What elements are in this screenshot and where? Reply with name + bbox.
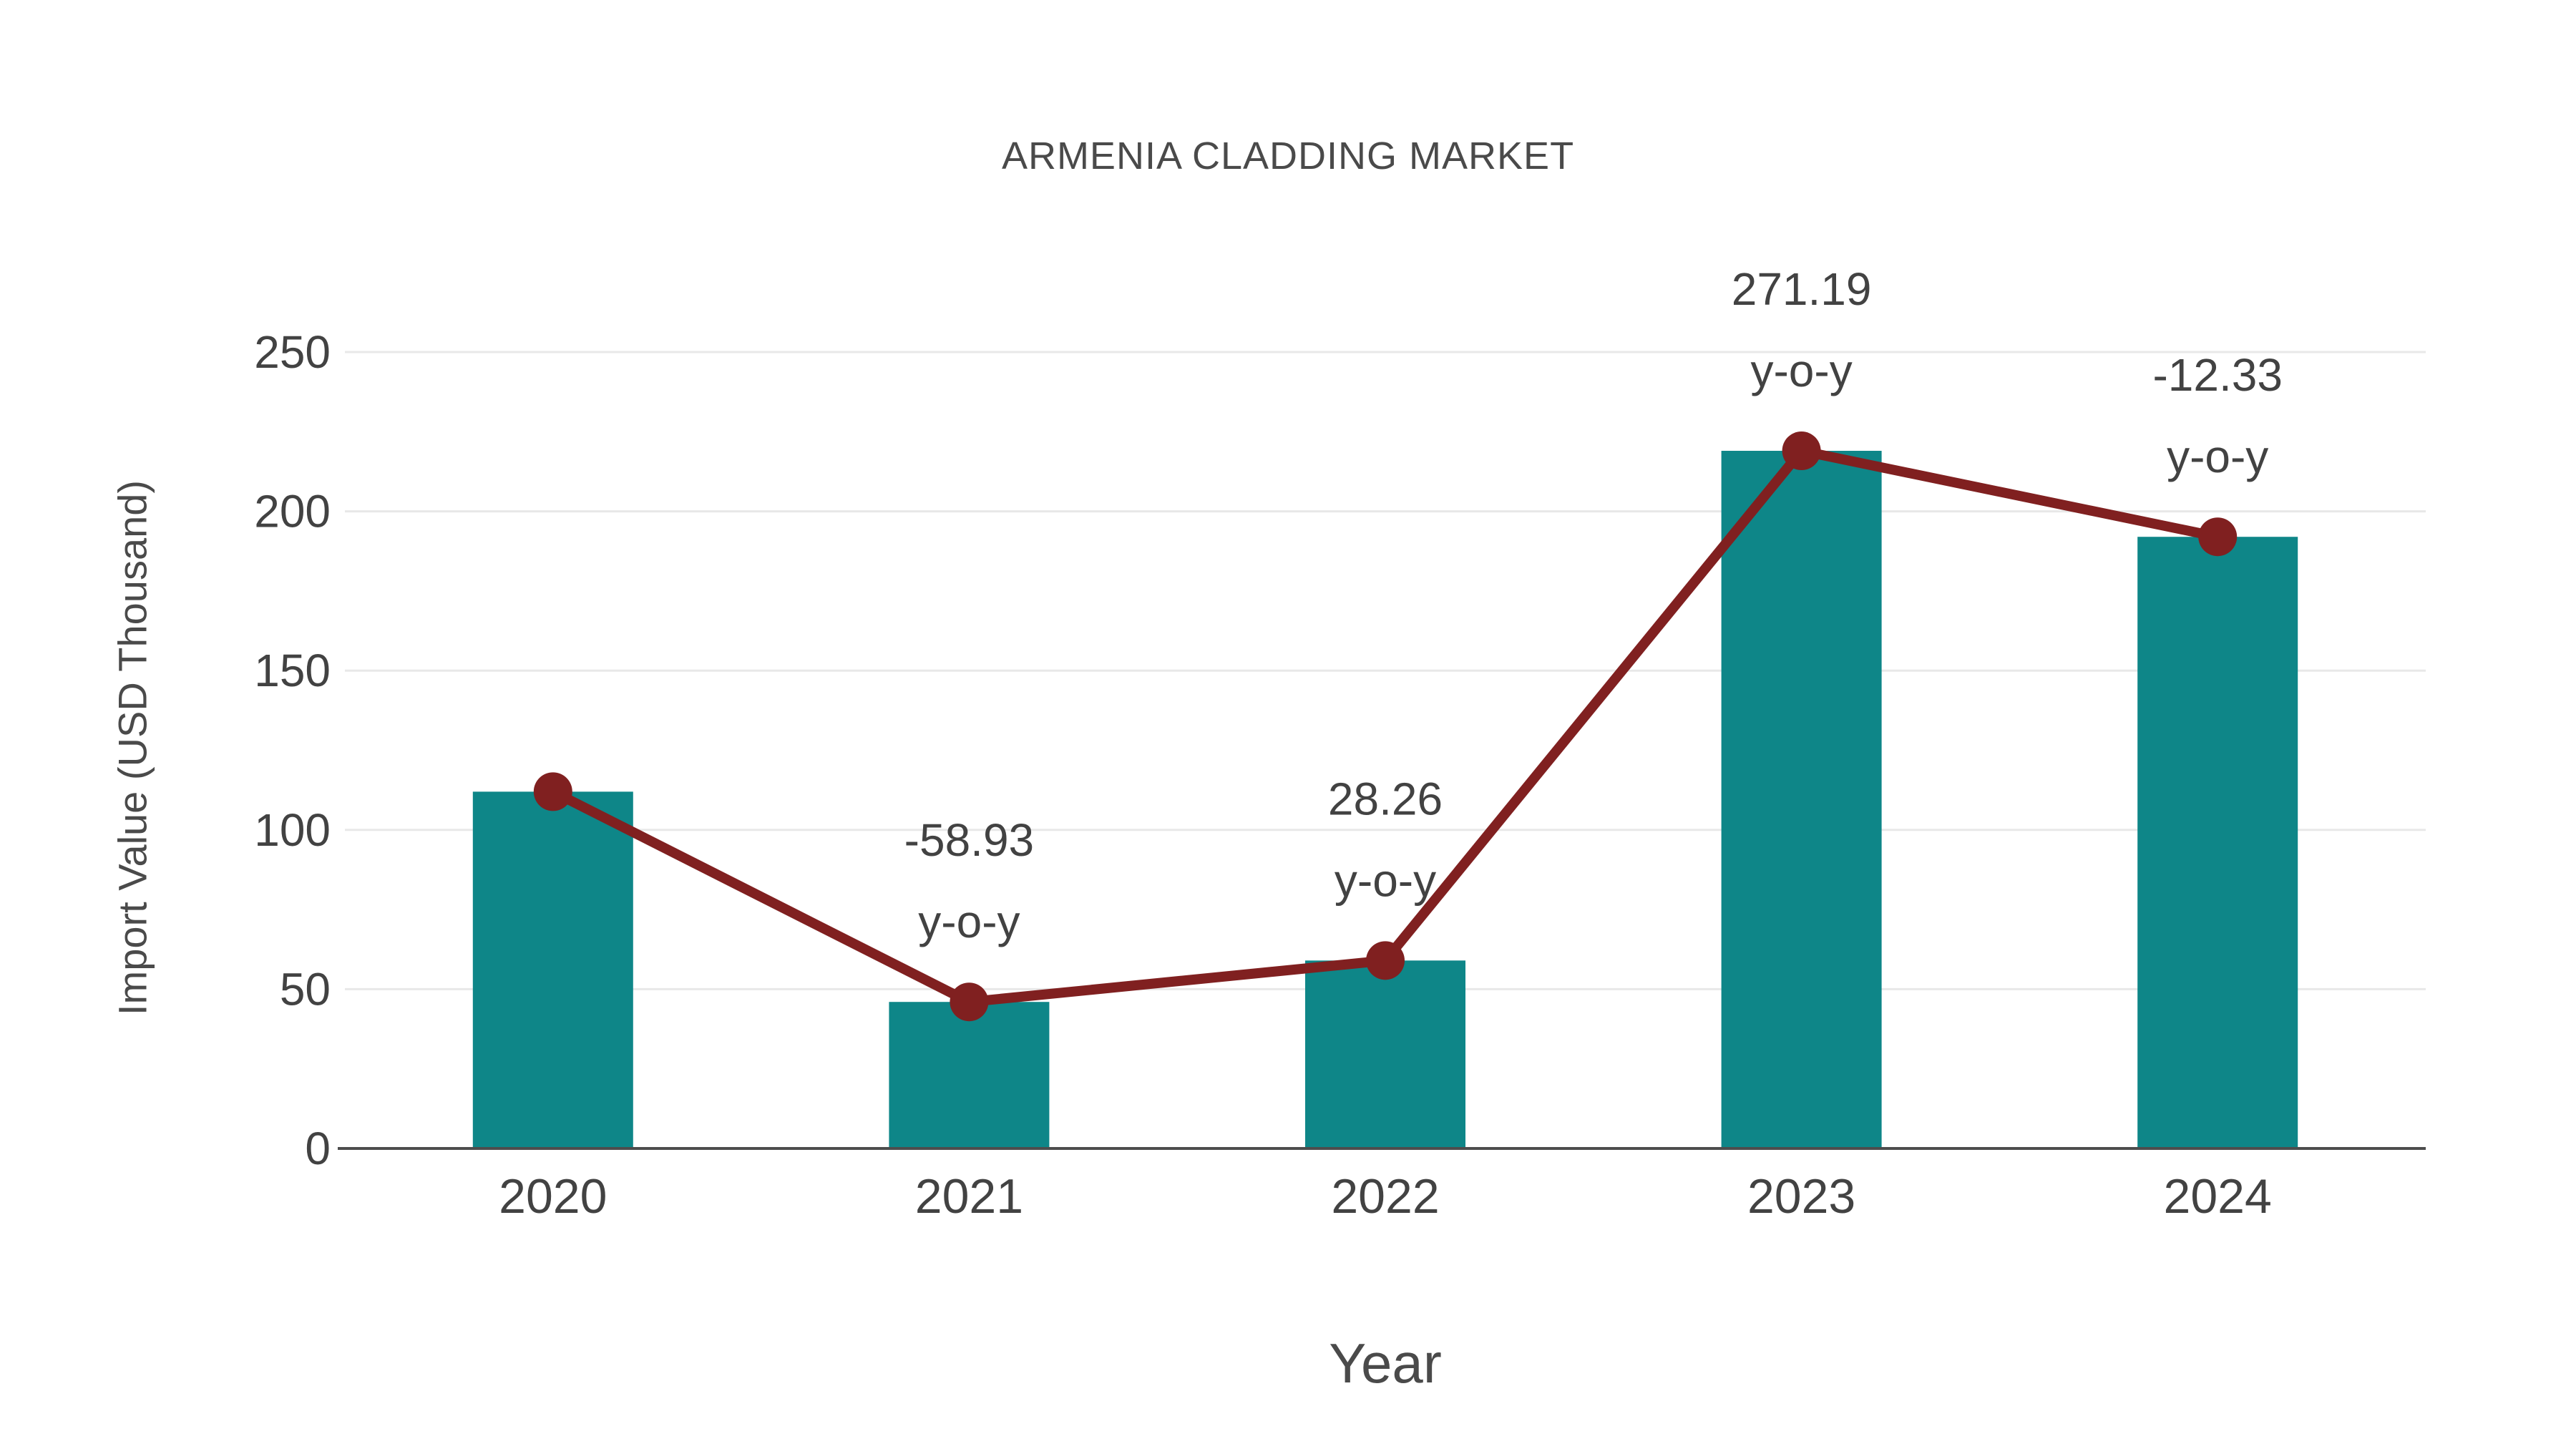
x-axis-title: Year: [1329, 1332, 1442, 1395]
trend-marker-2022: [1366, 941, 1405, 980]
annotation-value-2022: 28.26: [1328, 773, 1443, 824]
annotation-suffix-2023: y-o-y: [1750, 345, 1852, 396]
x-tick-label-2021: 2021: [915, 1169, 1023, 1224]
trend-marker-2024: [2198, 517, 2238, 557]
y-tick-label-200: 200: [254, 486, 331, 537]
trend-marker-2023: [1782, 431, 1821, 471]
annotation-value-2023: 271.19: [1732, 263, 1872, 315]
bar-2021: [889, 1002, 1050, 1148]
bar-2020: [472, 791, 633, 1148]
bar-2022: [1305, 960, 1465, 1148]
y-tick-label-250: 250: [254, 326, 331, 378]
annotation-suffix-2024: y-o-y: [2167, 431, 2268, 482]
bar-2023: [1721, 451, 1882, 1148]
y-tick-label-50: 50: [280, 963, 331, 1015]
x-tick-label-2023: 2023: [1747, 1169, 1855, 1224]
y-axis-title: Import Value (USD Thousand): [110, 480, 155, 1015]
y-tick-label-100: 100: [254, 804, 331, 856]
x-tick-label-2022: 2022: [1331, 1169, 1439, 1224]
x-tick-label-2020: 2020: [499, 1169, 607, 1224]
bar-2024: [2137, 537, 2298, 1148]
trend-marker-2021: [950, 982, 989, 1022]
x-tick-label-2024: 2024: [2164, 1169, 2272, 1224]
chart-title: ARMENIA CLADDING MARKET: [1002, 135, 1574, 177]
annotation-value-2024: -12.33: [2152, 349, 2282, 401]
annotation-value-2021: -58.93: [904, 814, 1034, 866]
y-tick-label-150: 150: [254, 645, 331, 696]
y-tick-label-0: 0: [305, 1123, 331, 1174]
trend-line: [547, 446, 2223, 1008]
annotation-suffix-2021: y-o-y: [918, 896, 1020, 947]
trend-marker-2020: [533, 772, 572, 811]
annotation-suffix-2022: y-o-y: [1335, 854, 1436, 906]
